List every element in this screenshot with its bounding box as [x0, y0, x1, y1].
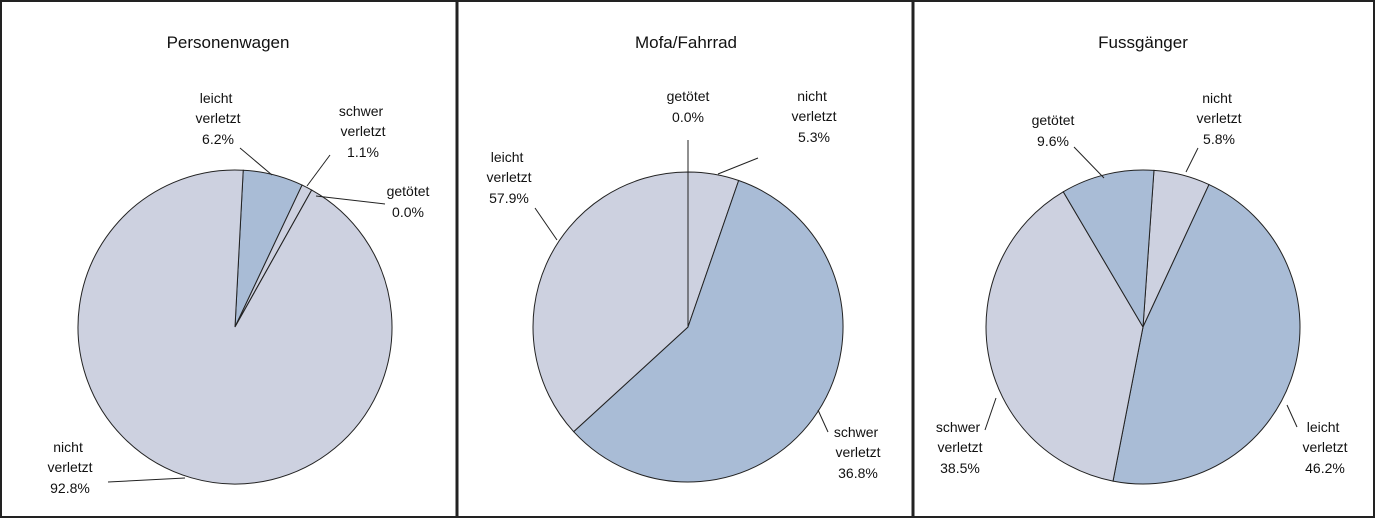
slice-label: schwer verletzt [936, 419, 984, 455]
slice-label: schwer verletzt [339, 103, 387, 139]
value-label: 9.6% [1037, 133, 1069, 149]
value-label: 6.2% [202, 131, 234, 147]
value-label: 0.0% [672, 109, 704, 125]
chart-title: Mofa/Fahrrad [635, 33, 737, 52]
pie-slice [572, 179, 844, 483]
value-label: 0.0% [392, 204, 424, 220]
value-label: 36.8% [838, 465, 878, 481]
leader-line [1073, 146, 1105, 179]
pie-slice [532, 171, 689, 433]
slice-label: leicht verletzt [195, 90, 240, 126]
leader-line [315, 195, 386, 205]
chart-title: Fussgänger [1098, 33, 1188, 52]
leader-line [984, 397, 997, 431]
value-label: 5.3% [798, 129, 830, 145]
slice-label: getötet [387, 183, 430, 199]
slice-label: getötet [667, 88, 710, 104]
leader-line [717, 157, 759, 175]
leader-line [1185, 147, 1199, 173]
value-label: 1.1% [347, 144, 379, 160]
leader-line [239, 147, 273, 176]
slice-label: nicht verletzt [1196, 90, 1241, 126]
value-label: 57.9% [489, 190, 529, 206]
slice-label: getötet [1032, 112, 1075, 128]
leader-line [817, 409, 829, 433]
value-label: 92.8% [50, 480, 90, 496]
leader-line [306, 154, 331, 187]
leader-line [107, 477, 186, 483]
pie-slice [77, 169, 393, 485]
value-label: 5.8% [1203, 131, 1235, 147]
slice-label: leicht verletzt [1302, 419, 1347, 455]
slice-label: nicht verletzt [47, 439, 92, 475]
pie-slice [985, 191, 1144, 482]
pie-slice [1112, 183, 1301, 485]
slice-label: nicht verletzt [791, 88, 836, 124]
pie-slice [1062, 169, 1155, 329]
value-label: 46.2% [1305, 460, 1345, 476]
leader-line [534, 207, 558, 241]
value-label: 38.5% [940, 460, 980, 476]
chart-title: Personenwagen [167, 33, 290, 52]
leader-line [1286, 404, 1298, 428]
slice-label: leicht verletzt [486, 149, 531, 185]
slice-label: schwer verletzt [834, 424, 882, 460]
